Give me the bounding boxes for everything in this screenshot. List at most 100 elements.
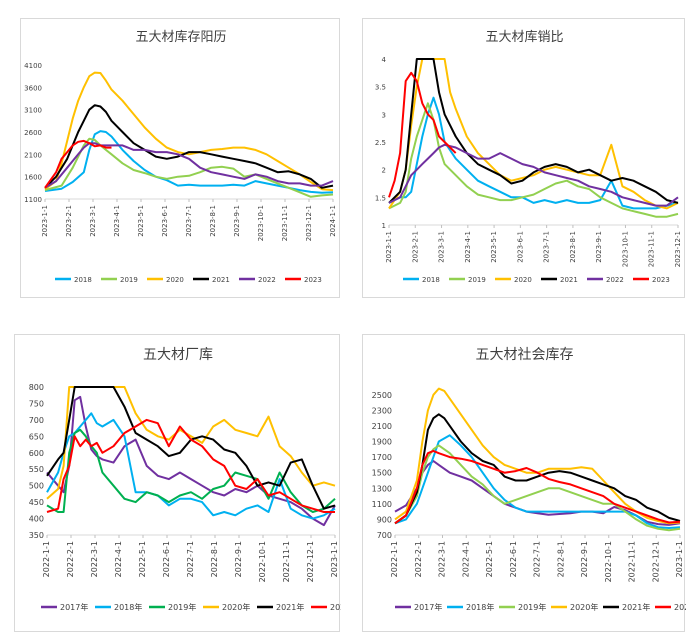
x-tick-label: 2022-1-1: [42, 541, 51, 577]
series-line-2023: [44, 139, 112, 189]
legend-label: 2018: [422, 276, 440, 284]
series-line-2021: [44, 104, 334, 189]
chart-panel-4: 五大材社会库存 700 900 1100 1300 1500 1700 1900 2100 230…: [362, 334, 686, 632]
y-tick-label: 350: [29, 531, 44, 540]
y-tick-label: 2100: [372, 422, 392, 431]
x-tick-label: 2022-5-1: [485, 541, 494, 577]
x-tick-label: 2022-4-1: [461, 541, 470, 577]
x-tick-label: 2022-9-1: [580, 541, 589, 577]
series-line-2018年: [394, 434, 681, 529]
series-line-2020: [44, 71, 334, 192]
y-tick-label: 700: [377, 531, 392, 540]
y-tick-label: 700: [29, 416, 44, 425]
y-tick-label: 2: [382, 167, 386, 175]
legend-label: 2018: [74, 276, 92, 284]
legend-label: 2018年: [466, 602, 494, 612]
legend-label: 2022年: [330, 602, 341, 612]
series-line-2021年: [394, 413, 681, 525]
y-tick-label: 1600: [24, 174, 42, 182]
y-tick-label: 1100: [372, 500, 392, 509]
y-tick-label: 1700: [372, 453, 392, 462]
y-tick-label: 1300: [372, 484, 392, 493]
chart-svg-factory-inventory: 五大材厂库 350 400 450 500 550 600 650 700 750 800 2022-…: [29, 347, 341, 612]
x-tick-label: 2023-1-1: [385, 231, 393, 263]
y-tick-label: 2100: [24, 151, 42, 159]
x-tick-label: 2022-4-1: [114, 541, 123, 577]
series-line-2022: [388, 143, 679, 207]
series-line-2019: [44, 137, 334, 198]
y-tick-label: 3100: [24, 107, 42, 115]
x-tick-label: 2022-12-1: [306, 541, 315, 582]
x-tick-label: 2023-3-1: [89, 205, 97, 237]
chart-panel-3: 五大材厂库 350 400 450 500 550 600 650 700 750 800 2022-…: [14, 334, 341, 632]
legend-label: 2020年: [570, 602, 598, 612]
y-tick-label: 550: [29, 465, 44, 474]
x-tick-label: 2022-6-1: [509, 541, 518, 577]
x-tick-label: 2022-11-1: [628, 541, 637, 582]
y-tick-label: 600: [29, 449, 44, 458]
chart-title: 五大材社会库存: [476, 347, 574, 363]
x-tick-label: 2023-12-1: [674, 231, 682, 267]
legend-label: 2021年: [622, 602, 650, 612]
x-tick-label: 2022-3-1: [438, 541, 447, 577]
x-tick-label: 2023-1-1: [675, 541, 684, 577]
x-tick-label: 2023-2-1: [65, 205, 73, 237]
legend-label: 2021: [212, 276, 230, 284]
legend-label: 2017年: [414, 602, 442, 612]
chart-panel-1: 五大材库存阳历 1100 1600 2100 2600 3100 3600 4100 2023-…: [20, 18, 340, 298]
x-tick-label: 2023-6-1: [161, 205, 169, 237]
chart-svg-inventory-sales-ratio: 五大材库销比 1 1.5 2 2.5 3 3.5 4 2023-1-1 2023-2-1 2023-…: [375, 29, 682, 284]
y-tick-label: 450: [29, 498, 44, 507]
y-tick-label: 750: [29, 399, 44, 408]
chart-title: 五大材厂库: [143, 347, 213, 363]
x-tick-label: 2023-6-1: [516, 231, 524, 263]
chart-title: 五大材库销比: [485, 29, 563, 45]
y-tick-label: 2500: [372, 391, 392, 400]
y-tick-label: 1.5: [375, 194, 386, 202]
x-tick-label: 2023-11-1: [281, 205, 289, 241]
x-tick-label: 2022-10-1: [604, 541, 613, 582]
x-tick-label: 2022-7-1: [533, 541, 542, 577]
x-tick-label: 2022-2-1: [66, 541, 75, 577]
legend-label: 2021: [560, 276, 578, 284]
legend-label: 2022: [258, 276, 276, 284]
legend-label: 2020年: [222, 602, 250, 612]
y-tick-label: 1900: [372, 438, 392, 447]
series-line-2022年: [394, 449, 681, 525]
y-tick-label: 1: [382, 222, 386, 230]
series-line-2022年: [46, 418, 335, 513]
x-tick-label: 2023-7-1: [185, 205, 193, 237]
legend-label: 2019: [120, 276, 138, 284]
x-tick-label: 2023-8-1: [569, 231, 577, 263]
x-tick-label: 2024-1-1: [329, 205, 337, 237]
y-tick-label: 2.5: [375, 139, 386, 147]
chart-panel-2: 五大材库销比 1 1.5 2 2.5 3 3.5 4 2023-1-1 2023-2-1 2023-…: [362, 18, 685, 298]
x-tick-label: 2023-1-1: [330, 541, 339, 577]
y-tick-label: 3.5: [375, 84, 386, 92]
y-tick-label: 900: [377, 515, 392, 524]
x-tick-label: 2022-11-1: [282, 541, 291, 582]
x-tick-label: 2022-3-1: [90, 541, 99, 577]
x-tick-label: 2023-5-1: [137, 205, 145, 237]
x-tick-label: 2022-12-1: [651, 541, 660, 582]
legend-label: 2019年: [518, 602, 546, 612]
x-tick-label: 2022-7-1: [186, 541, 195, 577]
y-tick-label: 1100: [24, 196, 42, 204]
x-tick-label: 2022-2-1: [414, 541, 423, 577]
x-tick-label: 2022-5-1: [138, 541, 147, 577]
series-line-2020年: [394, 387, 681, 525]
series-line-2019年: [394, 444, 681, 532]
series-line-2022: [44, 142, 334, 189]
series-line-2023: [388, 71, 457, 198]
x-tick-label: 2022-8-1: [556, 541, 565, 577]
x-tick-label: 2022-6-1: [162, 541, 171, 577]
x-tick-label: 2022-9-1: [234, 541, 243, 577]
chart-svg-inventory-calendar: 五大材库存阳历 1100 1600 2100 2600 3100 3600 4100 2023-…: [24, 29, 337, 284]
series-line-2018年: [46, 412, 336, 520]
y-tick-label: 1500: [372, 469, 392, 478]
legend-label: 2020: [166, 276, 184, 284]
legend-label: 2020: [514, 276, 532, 284]
x-tick-label: 2023-8-1: [209, 205, 217, 237]
legend-label: 2018年: [114, 602, 142, 612]
series-line-2017年: [46, 395, 336, 527]
